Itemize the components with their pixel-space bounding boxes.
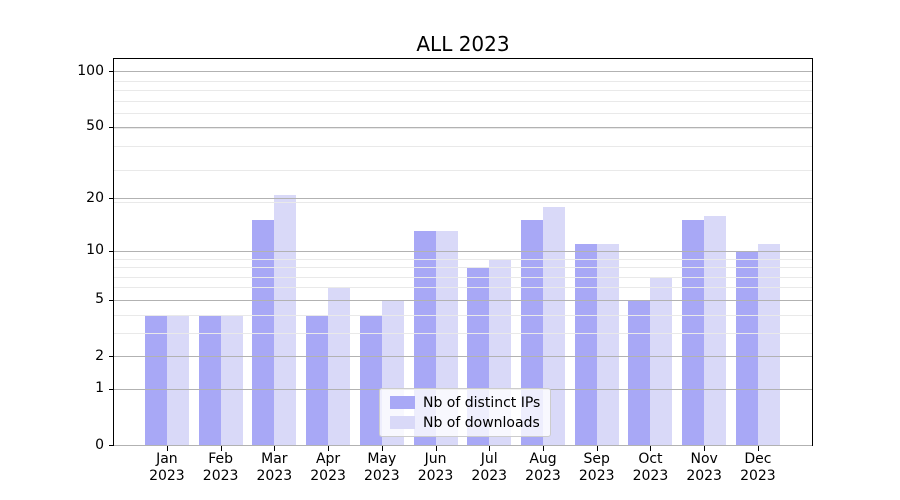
- minor-gridline-89: [114, 81, 812, 82]
- minor-gridline-59: [114, 113, 812, 114]
- y-tick-mark-0: [109, 445, 114, 446]
- minor-gridline-9: [114, 259, 812, 260]
- x-tick-mark-feb: [221, 446, 222, 451]
- minor-gridline-3: [114, 333, 812, 334]
- bar-distinct-ips-dec: [735, 250, 758, 445]
- bar-distinct-ips-nov: [682, 220, 705, 445]
- x-tick-label-feb: Feb 2023: [202, 451, 239, 484]
- minor-gridline-49: [114, 128, 812, 129]
- x-tick-mark-sep: [597, 446, 598, 451]
- x-tick-label-apr: Apr 2023: [310, 451, 346, 484]
- x-tick-label-mar: Mar 2023: [256, 451, 293, 484]
- minor-gridline-69: [114, 101, 812, 102]
- bar-downloads-mar: [274, 194, 297, 445]
- bar-downloads-aug: [542, 206, 565, 445]
- x-tick-mark-jul: [489, 446, 490, 451]
- bar-downloads-dec: [757, 243, 780, 445]
- x-tick-label-jul: Jul 2023: [471, 451, 508, 484]
- x-tick-label-oct: Oct 2023: [632, 451, 669, 484]
- legend-item-distinct-ips: Nb of distinct IPs: [390, 393, 540, 412]
- bar-distinct-ips-oct: [628, 299, 651, 445]
- bar-distinct-ips-mar: [252, 220, 275, 445]
- x-tick-mark-apr: [328, 446, 329, 451]
- y-tick-label-50: 50: [86, 118, 104, 135]
- x-tick-mark-dec: [758, 446, 759, 451]
- x-tick-label-nov: Nov 2023: [686, 451, 722, 484]
- major-gridline-2: [114, 356, 812, 357]
- y-tick-label-0: 0: [95, 436, 104, 453]
- y-tick-mark-5: [109, 300, 114, 301]
- x-tick-mark-nov: [704, 446, 705, 451]
- bar-distinct-ips-sep: [574, 243, 597, 445]
- legend-swatch-downloads: [390, 416, 415, 429]
- y-tick-mark-20: [109, 198, 114, 199]
- x-tick-mark-jan: [167, 446, 168, 451]
- y-tick-label-1: 1: [95, 380, 104, 397]
- x-tick-label-may: May 2023: [363, 451, 400, 484]
- bar-downloads-jan: [166, 314, 189, 445]
- minor-gridline-4: [114, 315, 812, 316]
- legend-label-downloads: Nb of downloads: [423, 414, 540, 431]
- bar-downloads-sep: [596, 243, 619, 445]
- legend-swatch-distinct-ips: [390, 396, 415, 409]
- y-tick-mark-10: [109, 251, 114, 252]
- bar-downloads-apr: [328, 287, 351, 445]
- minor-gridline-7: [114, 277, 812, 278]
- minor-gridline-8: [114, 267, 812, 268]
- y-tick-mark-50: [109, 127, 114, 128]
- y-tick-mark-100: [109, 71, 114, 72]
- x-tick-label-aug: Aug 2023: [525, 451, 561, 484]
- chart-title: ALL 2023: [416, 32, 510, 56]
- y-tick-label-100: 100: [77, 62, 104, 79]
- major-gridline-100: [114, 71, 812, 72]
- major-gridline-0: [114, 445, 812, 446]
- y-tick-mark-2: [109, 356, 114, 357]
- bar-downloads-nov: [704, 215, 727, 445]
- x-tick-mark-oct: [650, 446, 651, 451]
- y-tick-label-20: 20: [86, 189, 104, 206]
- x-tick-mark-aug: [543, 446, 544, 451]
- y-tick-mark-1: [109, 389, 114, 390]
- minor-gridline-29: [114, 170, 812, 171]
- legend-item-downloads: Nb of downloads: [390, 413, 540, 432]
- x-tick-label-dec: Dec 2023: [740, 451, 776, 484]
- x-tick-mark-mar: [274, 446, 275, 451]
- major-gridline-20: [114, 198, 812, 199]
- minor-gridline-39: [114, 146, 812, 147]
- x-tick-mark-may: [382, 446, 383, 451]
- x-tick-label-jun: Jun 2023: [417, 451, 454, 484]
- legend: Nb of distinct IPs Nb of downloads: [379, 388, 552, 437]
- bar-distinct-ips-feb: [198, 314, 221, 445]
- x-tick-mark-jun: [436, 446, 437, 451]
- minor-gridline-19: [114, 202, 812, 203]
- x-tick-label-jan: Jan 2023: [149, 451, 185, 484]
- major-gridline-10: [114, 251, 812, 252]
- y-tick-label-2: 2: [95, 347, 104, 364]
- y-tick-label-5: 5: [95, 291, 104, 308]
- bar-downloads-feb: [220, 314, 243, 445]
- x-tick-label-sep: Sep 2023: [578, 451, 615, 484]
- plot-area: Nb of distinct IPs Nb of downloads: [113, 58, 813, 446]
- major-gridline-5: [114, 300, 812, 301]
- legend-label-distinct-ips: Nb of distinct IPs: [423, 394, 541, 411]
- bar-distinct-ips-jan: [144, 314, 167, 445]
- bar-distinct-ips-may: [359, 314, 382, 445]
- bar-downloads-oct: [650, 276, 673, 445]
- major-gridline-50: [114, 127, 812, 128]
- bar-distinct-ips-apr: [306, 314, 329, 445]
- minor-gridline-79: [114, 90, 812, 91]
- y-tick-label-10: 10: [86, 242, 104, 259]
- minor-gridline-6: [114, 287, 812, 288]
